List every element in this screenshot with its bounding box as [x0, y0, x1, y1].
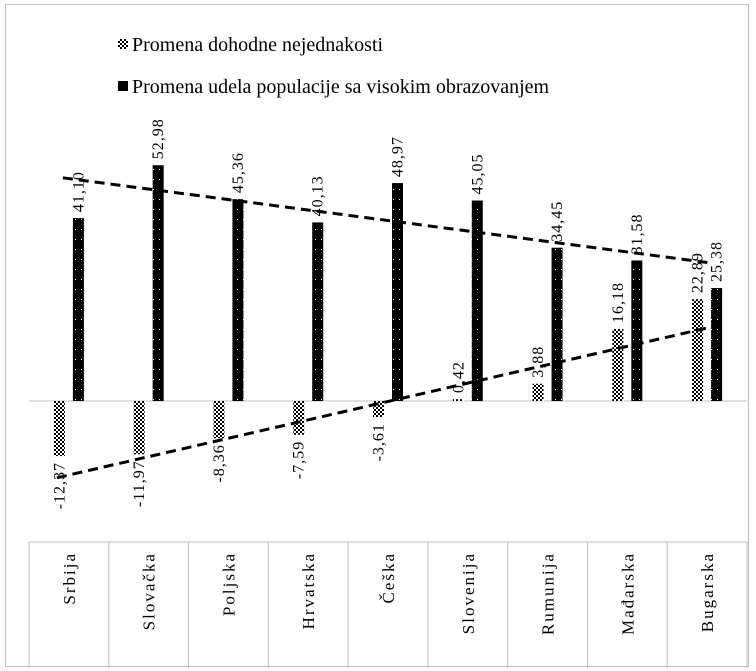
- bar-s0-7: [612, 328, 624, 401]
- bar-s1-7: [631, 260, 643, 401]
- bar-s0-1: [133, 401, 145, 455]
- data-label-s0-5: 0,42: [450, 361, 467, 393]
- bar-s1-8: [711, 288, 723, 401]
- data-label-s1-8: 25,38: [709, 241, 726, 282]
- trendlines: [56, 176, 722, 480]
- category-label-5: Slovenija: [459, 552, 478, 634]
- data-label-s0-0: -12,37: [51, 462, 68, 509]
- bar-s0-5: [452, 399, 464, 401]
- data-label-s0-1: -11,97: [131, 460, 148, 507]
- bar-s0-4: [373, 401, 384, 418]
- bar-s1-0: [72, 218, 84, 401]
- legend-label-1: Promena udela populacije sa visokim obra…: [132, 76, 550, 98]
- data-label-s0-4: -3,61: [371, 423, 388, 461]
- bar-s1-1: [152, 165, 164, 401]
- category-label-6: Rumunija: [539, 552, 558, 635]
- bar-s1-5: [471, 200, 483, 401]
- category-labels: Srbija Slovačka Poljska Hrvatska Češka Sloven…: [60, 552, 717, 635]
- bar-s1-3: [312, 222, 324, 401]
- category-label-2: Poljska: [219, 552, 238, 616]
- category-label-0: Srbija: [60, 552, 79, 605]
- bar-s0-6: [532, 383, 544, 401]
- data-label-s0-7: 16,18: [610, 282, 627, 323]
- bar-s0-2: [213, 401, 225, 439]
- bar-s0-8: [692, 299, 704, 401]
- category-ticks: [28, 542, 748, 668]
- bar-s1-6: [551, 247, 563, 401]
- category-label-1: Slovačka: [140, 552, 159, 630]
- bars: [53, 165, 723, 457]
- legend-swatch-1: [118, 81, 128, 91]
- category-label-3: Hrvatska: [299, 552, 318, 629]
- data-label-s0-8: 22,89: [690, 252, 707, 293]
- category-label-4: Češka: [379, 552, 398, 604]
- bar-s0-0: [53, 401, 65, 457]
- data-label-s1-1: 52,98: [150, 118, 167, 159]
- legend-item-0: Promena dohodne nejednakosti: [118, 34, 383, 56]
- data-label-s1-7: 31,58: [629, 213, 646, 254]
- chart-frame: Promena dohodne nejednakosti Promena ude…: [5, 4, 749, 668]
- data-labels: -12,37 -11,97 -8,36 -7,59 -3,61 0,42 3,88 16,18…: [51, 118, 725, 509]
- data-label-s0-3: -7,59: [291, 441, 308, 479]
- bar-s1-2: [232, 199, 244, 401]
- legend-label-0: Promena dohodne nejednakosti: [132, 34, 383, 56]
- data-label-s1-5: 45,05: [469, 154, 486, 195]
- data-label-s1-2: 45,36: [230, 152, 247, 193]
- data-label-s1-0: 41,10: [70, 171, 87, 212]
- data-label-s0-6: 3,88: [530, 346, 547, 378]
- trendline-s0: [56, 323, 722, 480]
- chart-canvas: Promena dohodne nejednakosti Promena ude…: [28, 34, 748, 668]
- legend-swatch-0: [118, 39, 128, 49]
- data-label-s1-3: 40,13: [310, 175, 327, 216]
- data-label-s1-4: 48,97: [390, 136, 407, 177]
- category-label-8: Bugarska: [698, 552, 717, 632]
- data-label-s0-2: -8,36: [211, 444, 228, 482]
- bar-s1-4: [392, 183, 403, 401]
- bar-s0-3: [293, 401, 305, 435]
- category-label-7: Mađarska: [618, 552, 637, 635]
- trendline-s1: [62, 176, 714, 265]
- data-label-s1-6: 34,45: [549, 201, 566, 242]
- legend-item-1: Promena udela populacije sa visokim obra…: [118, 76, 550, 98]
- legend: Promena dohodne nejednakosti Promena ude…: [118, 34, 550, 98]
